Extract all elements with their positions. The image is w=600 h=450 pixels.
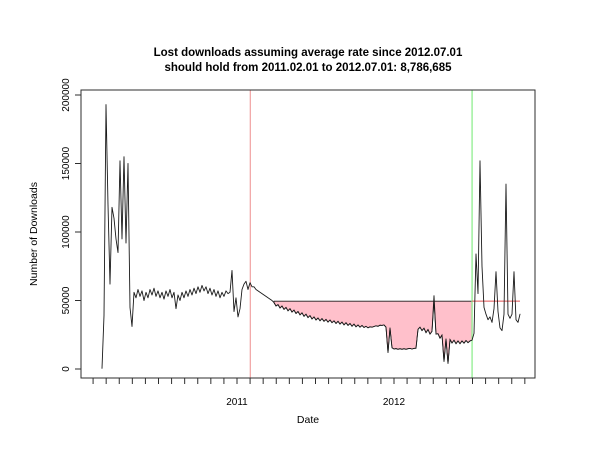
chart-title-line2: should hold from 2011.02.01 to 2012.07.0…	[164, 62, 452, 74]
reference-lines	[249, 90, 520, 378]
data-series	[101, 104, 521, 369]
y-tick-label: 50000	[61, 286, 72, 314]
x-year-label: 2012	[383, 397, 406, 408]
lost-downloads-region	[273, 300, 473, 364]
downloads-line	[101, 104, 521, 369]
y-tick-label: 200000	[61, 78, 72, 112]
y-tick-label: 150000	[61, 146, 72, 180]
y-tick-label: 0	[61, 366, 72, 372]
y-axis-label: Number of Downloads	[28, 182, 40, 286]
lost-region-polygon	[273, 300, 473, 364]
plot-border	[80, 89, 536, 379]
x-year-label: 2011	[226, 397, 248, 408]
x-axis-label: Date	[297, 414, 319, 426]
axes: 0 50000 100000 150000 200000 2011 2012	[61, 78, 536, 408]
y-tick-label: 100000	[61, 215, 72, 249]
chart-title-line1: Lost downloads assuming average rate sin…	[154, 47, 463, 59]
